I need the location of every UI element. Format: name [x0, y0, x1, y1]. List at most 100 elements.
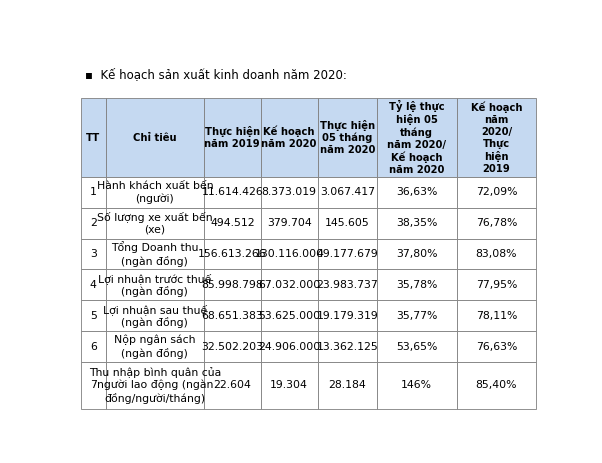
Bar: [456, 177, 536, 208]
Bar: [377, 269, 456, 300]
Bar: [204, 238, 261, 269]
Text: 78,11%: 78,11%: [476, 311, 517, 321]
Bar: [456, 269, 536, 300]
Text: 3.067.417: 3.067.417: [320, 187, 374, 197]
Text: Kế hoạch
năm 2020: Kế hoạch năm 2020: [261, 126, 317, 149]
Text: 7: 7: [90, 380, 97, 390]
Bar: [261, 300, 318, 331]
Text: 38,35%: 38,35%: [396, 218, 438, 228]
Text: 379.704: 379.704: [267, 218, 312, 228]
Bar: [261, 238, 318, 269]
Text: Tổng Doanh thu
(ngàn đồng): Tổng Doanh thu (ngàn đồng): [111, 241, 199, 267]
Bar: [318, 300, 377, 331]
Text: 77,95%: 77,95%: [476, 280, 517, 290]
Text: 36,63%: 36,63%: [396, 187, 438, 197]
Text: Thực hiện
năm 2019: Thực hiện năm 2019: [205, 126, 260, 149]
Text: 1: 1: [90, 187, 97, 197]
Text: 76,78%: 76,78%: [476, 218, 517, 228]
Bar: [81, 98, 106, 177]
Text: 67.032.000: 67.032.000: [258, 280, 320, 290]
Text: 19.179.319: 19.179.319: [317, 311, 378, 321]
Bar: [318, 98, 377, 177]
Text: 2: 2: [90, 218, 97, 228]
Text: 28.184: 28.184: [328, 380, 366, 390]
Bar: [204, 269, 261, 300]
Bar: [106, 362, 204, 408]
Text: Hành khách xuất bến
(người): Hành khách xuất bến (người): [96, 181, 213, 204]
Text: 145.605: 145.605: [325, 218, 370, 228]
Bar: [106, 331, 204, 362]
Bar: [261, 208, 318, 238]
Bar: [261, 98, 318, 177]
Bar: [456, 300, 536, 331]
Bar: [456, 331, 536, 362]
Bar: [81, 238, 106, 269]
Bar: [106, 300, 204, 331]
Bar: [377, 331, 456, 362]
Bar: [456, 238, 536, 269]
Bar: [204, 177, 261, 208]
Text: 35,78%: 35,78%: [396, 280, 438, 290]
Text: 19.304: 19.304: [270, 380, 308, 390]
Bar: [456, 362, 536, 408]
Text: 53.625.000: 53.625.000: [258, 311, 320, 321]
Bar: [204, 98, 261, 177]
Bar: [318, 177, 377, 208]
Text: 72,09%: 72,09%: [476, 187, 517, 197]
Text: 68.651.383: 68.651.383: [202, 311, 263, 321]
Text: 85,40%: 85,40%: [476, 380, 517, 390]
Bar: [318, 238, 377, 269]
Text: 35,77%: 35,77%: [396, 311, 438, 321]
Bar: [318, 269, 377, 300]
Bar: [261, 269, 318, 300]
Bar: [204, 362, 261, 408]
Bar: [106, 269, 204, 300]
Bar: [204, 331, 261, 362]
Bar: [81, 269, 106, 300]
Bar: [106, 177, 204, 208]
Bar: [204, 300, 261, 331]
Text: 8.373.019: 8.373.019: [262, 187, 317, 197]
Text: Lợi nhuận sau thuế
(ngàn đồng): Lợi nhuận sau thuế (ngàn đồng): [103, 304, 207, 328]
Text: TT: TT: [86, 132, 101, 143]
Bar: [377, 177, 456, 208]
Text: ▪  Kế hoạch sản xuất kinh doanh năm 2020:: ▪ Kế hoạch sản xuất kinh doanh năm 2020:: [84, 68, 347, 81]
Text: 4: 4: [90, 280, 97, 290]
Text: Lợi nhuận trước thuế
(ngàn đồng): Lợi nhuận trước thuế (ngàn đồng): [98, 273, 211, 297]
Text: 85.998.798: 85.998.798: [202, 280, 263, 290]
Text: 130.116.000: 130.116.000: [255, 249, 324, 259]
Text: Nộp ngân sách
(ngàn đồng): Nộp ngân sách (ngàn đồng): [114, 335, 196, 358]
Text: 37,80%: 37,80%: [396, 249, 438, 259]
Bar: [81, 177, 106, 208]
Bar: [81, 362, 106, 408]
Text: 146%: 146%: [401, 380, 432, 390]
Bar: [377, 208, 456, 238]
Bar: [377, 362, 456, 408]
Text: 156.613.266: 156.613.266: [198, 249, 267, 259]
Bar: [261, 362, 318, 408]
Text: 49.177.679: 49.177.679: [317, 249, 378, 259]
Text: 83,08%: 83,08%: [476, 249, 517, 259]
Text: 3: 3: [90, 249, 97, 259]
Text: Thu nhập bình quân của
người lao động (ngàn
đồng/người/tháng): Thu nhập bình quân của người lao động (n…: [88, 367, 221, 404]
Text: 32.502.203: 32.502.203: [201, 342, 263, 352]
Bar: [318, 362, 377, 408]
Text: Thực hiện
05 tháng
năm 2020: Thực hiện 05 tháng năm 2020: [320, 120, 375, 156]
Bar: [318, 208, 377, 238]
Bar: [261, 177, 318, 208]
Bar: [81, 208, 106, 238]
Bar: [106, 98, 204, 177]
Text: Số lượng xe xuất bến
(xe): Số lượng xe xuất bến (xe): [97, 212, 213, 235]
Bar: [261, 331, 318, 362]
Text: 76,63%: 76,63%: [476, 342, 517, 352]
Text: Chỉ tiêu: Chỉ tiêu: [133, 132, 176, 143]
Bar: [377, 98, 456, 177]
Text: 13.362.125: 13.362.125: [317, 342, 378, 352]
Bar: [456, 208, 536, 238]
Bar: [81, 331, 106, 362]
Text: Kế hoạch
năm
2020/
Thực
hiện
2019: Kế hoạch năm 2020/ Thực hiện 2019: [471, 101, 522, 174]
Bar: [377, 300, 456, 331]
Bar: [204, 208, 261, 238]
Text: 5: 5: [90, 311, 97, 321]
Text: 6: 6: [90, 342, 97, 352]
